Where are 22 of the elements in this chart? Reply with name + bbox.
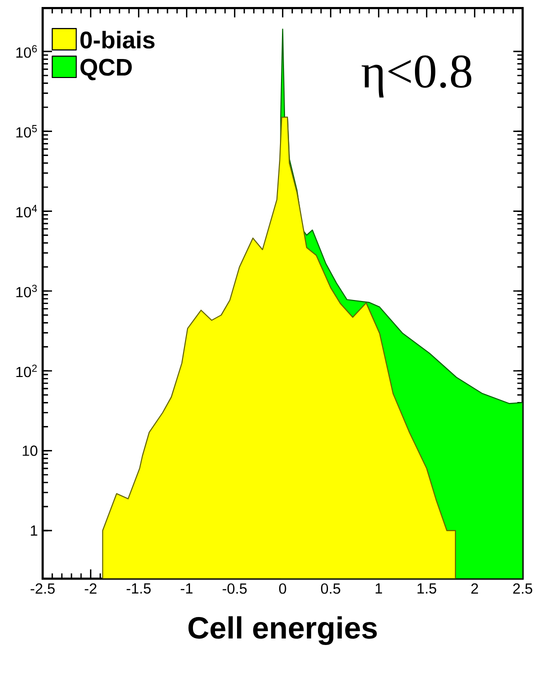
x-tick-label: -1.5 bbox=[126, 583, 151, 594]
y-tick-label: 10$^{6}$ bbox=[16, 45, 37, 58]
y-tick-label: 10$^{4}$ bbox=[16, 204, 37, 218]
y-tick-label: 10$^{3}$ bbox=[16, 284, 37, 298]
x-tick-label: 0.5 bbox=[321, 583, 340, 594]
x-tick-label: 1.5 bbox=[418, 583, 436, 594]
x-tick-label: -1 bbox=[180, 583, 192, 594]
legend-label: QCD bbox=[80, 58, 132, 80]
x-tick-label: 2 bbox=[471, 583, 478, 594]
legend-label: 0-biais bbox=[80, 30, 155, 49]
x-tick-label: 0 bbox=[279, 583, 286, 594]
x-tick-label: -0.5 bbox=[222, 583, 247, 594]
y-tick-label: 10$^{2}$ bbox=[16, 364, 37, 378]
x-tick-label: -2.5 bbox=[30, 583, 55, 594]
y-tick-label: 10$^{5}$ bbox=[16, 125, 37, 138]
x-tick-label: 2.5 bbox=[513, 583, 532, 594]
x-tick-label: -2 bbox=[84, 583, 96, 594]
y-tick-label: 1 bbox=[30, 526, 38, 536]
x-tick-label: 1 bbox=[376, 583, 382, 594]
annotation: η<0.8 bbox=[362, 55, 472, 98]
y-tick-label: 10 bbox=[22, 446, 38, 456]
x-axis-title: Cell energies bbox=[188, 616, 377, 645]
